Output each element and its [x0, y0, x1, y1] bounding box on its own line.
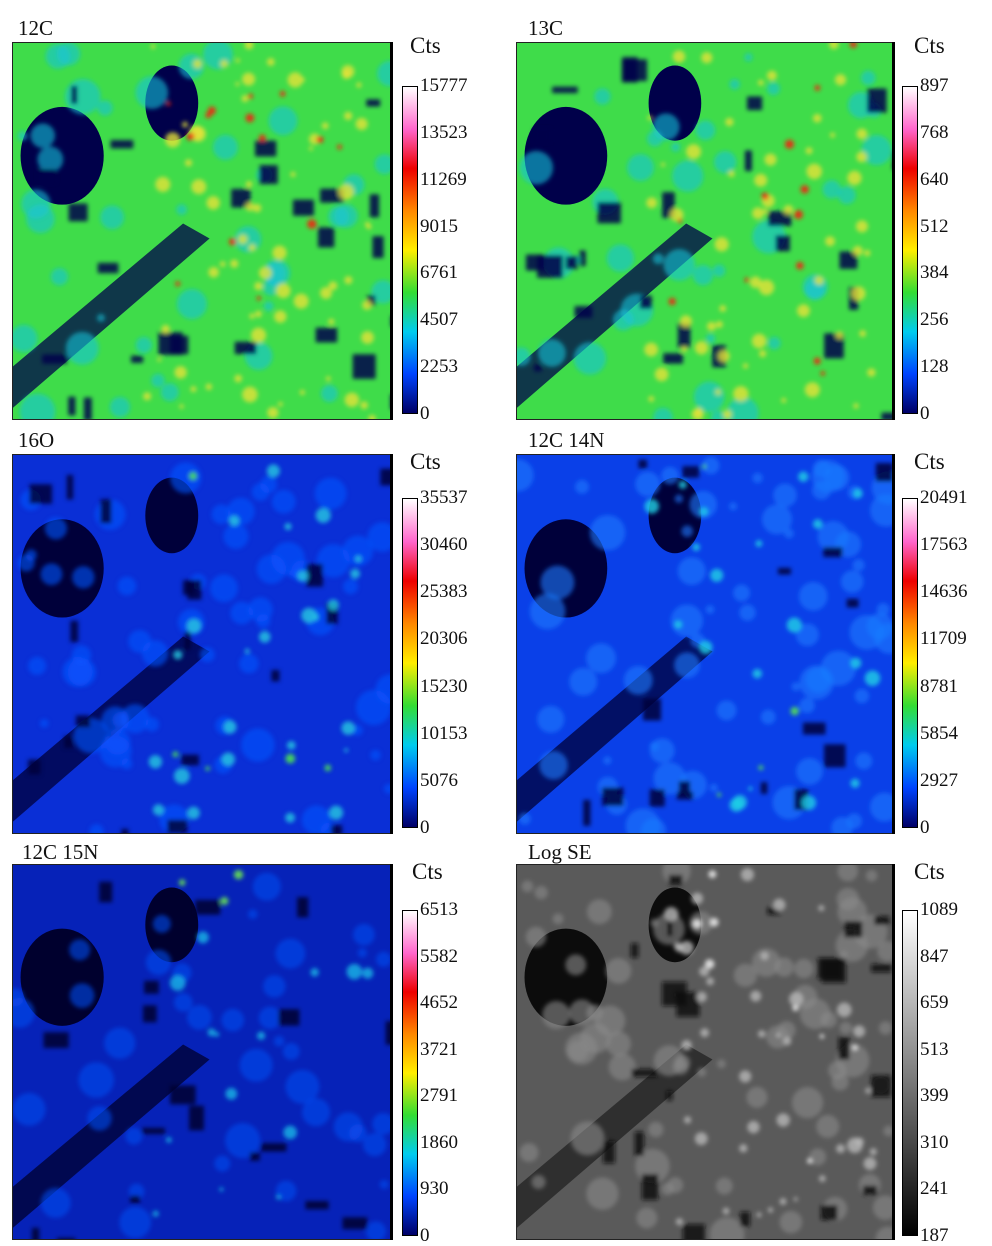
colorbar-tick-label: 768 — [920, 123, 949, 143]
colorbar-tick-label: 4507 — [420, 310, 458, 330]
colorbar-tick-label: 399 — [920, 1086, 949, 1106]
colorbar-tick-label: 5854 — [920, 724, 958, 744]
colorbar-tick-label: 13523 — [420, 123, 468, 143]
colorbar-tick-label: 513 — [920, 1040, 949, 1060]
colorbar-unit: Cts — [412, 860, 443, 884]
colorbar-tick-label: 128 — [920, 357, 949, 377]
map-svg — [13, 865, 391, 1239]
panel-title: 12C — [18, 16, 53, 40]
colorbar-tick-label: 8781 — [920, 677, 958, 697]
image-edge — [892, 454, 895, 834]
panel-title: 12C 15N — [22, 840, 98, 864]
panel-title: Log SE — [528, 840, 592, 864]
colorbar — [902, 910, 918, 1236]
panel-title: 16O — [18, 428, 54, 452]
colorbar-tick-label: 11269 — [420, 170, 467, 190]
colorbar-tick-label: 930 — [420, 1179, 449, 1199]
colorbar — [402, 498, 418, 828]
colorbar-tick-label: 3721 — [420, 1040, 458, 1060]
image-edge — [390, 864, 393, 1240]
colorbar-tick-label: 5582 — [420, 947, 458, 967]
colorbar-tick-label: 0 — [420, 818, 430, 838]
colorbar-tick-label: 6761 — [420, 263, 458, 283]
colorbar-tick-label: 20306 — [420, 629, 468, 649]
colorbar-tick-label: 30460 — [420, 535, 468, 555]
colorbar — [902, 498, 918, 828]
colorbar-tick-label: 2253 — [420, 357, 458, 377]
colorbar-tick-label: 9015 — [420, 217, 458, 237]
colorbar-unit: Cts — [914, 860, 945, 884]
colorbar-tick-label: 512 — [920, 217, 949, 237]
image-edge — [390, 454, 393, 834]
colorbar-tick-label: 6513 — [420, 900, 458, 920]
colorbar-tick-label: 15230 — [420, 677, 468, 697]
colorbar-tick-label: 897 — [920, 76, 949, 96]
map-svg — [517, 455, 893, 833]
colorbar-tick-label: 847 — [920, 947, 949, 967]
colorbar-tick-label: 2927 — [920, 771, 958, 791]
colorbar-tick-label: 4652 — [420, 993, 458, 1013]
colorbar-tick-label: 310 — [920, 1133, 949, 1153]
panel-title: 12C 14N — [528, 428, 604, 452]
colorbar — [902, 86, 918, 414]
colorbar-tick-label: 17563 — [920, 535, 968, 555]
map-svg — [517, 865, 893, 1239]
colorbar-tick-label: 640 — [920, 170, 949, 190]
colorbar-tick-label: 15777 — [420, 76, 468, 96]
ion-map-image — [516, 42, 894, 420]
colorbar-tick-label: 5076 — [420, 771, 458, 791]
colorbar-tick-label: 187 — [920, 1226, 949, 1246]
colorbar — [402, 910, 418, 1236]
ion-map-image — [12, 42, 392, 420]
colorbar-tick-label: 2791 — [420, 1086, 458, 1106]
ion-map-image — [12, 864, 392, 1240]
colorbar-unit: Cts — [914, 450, 945, 474]
map-background — [517, 43, 893, 419]
panel-16o: 16O Cts 35537 30460 25383 20306 15230 10153 50… — [0, 420, 496, 836]
colorbar-tick-label: 256 — [920, 310, 949, 330]
panel-title: 13C — [528, 16, 563, 40]
colorbar-tick-label: 20491 — [920, 488, 968, 508]
map-svg — [517, 43, 893, 419]
image-edge — [892, 42, 895, 420]
colorbar-unit: Cts — [914, 34, 945, 58]
panel-log-se: Log SE Cts 1089 847 659 513 399 310 241 187 — [500, 836, 992, 1244]
panel-12c-15n: 12C 15N Cts 6513 5582 4652 3721 2791 1860 930 0 — [0, 836, 496, 1244]
colorbar-tick-label: 1089 — [920, 900, 958, 920]
panel-12c-14n: 12C 14N Cts 20491 17563 14636 11709 8781 5854… — [500, 420, 992, 836]
colorbar-tick-label: 241 — [920, 1179, 949, 1199]
image-edge — [892, 864, 895, 1240]
map-background — [13, 455, 391, 833]
colorbar-tick-label: 1860 — [420, 1133, 458, 1153]
colorbar-unit: Cts — [410, 34, 441, 58]
map-svg — [13, 43, 391, 419]
colorbar-tick-label: 11709 — [920, 629, 967, 649]
image-edge — [390, 42, 393, 420]
colorbar-tick-label: 0 — [920, 818, 930, 838]
colorbar — [402, 86, 418, 414]
secondary-electron-image — [516, 864, 894, 1240]
colorbar-tick-label: 0 — [420, 1226, 430, 1246]
colorbar-tick-label: 14636 — [920, 582, 968, 602]
colorbar-tick-label: 10153 — [420, 724, 468, 744]
colorbar-tick-label: 659 — [920, 993, 949, 1013]
ion-map-image — [516, 454, 894, 834]
colorbar-tick-label: 384 — [920, 263, 949, 283]
map-svg — [13, 455, 391, 833]
colorbar-unit: Cts — [410, 450, 441, 474]
ion-map-image — [12, 454, 392, 834]
colorbar-tick-label: 25383 — [420, 582, 468, 602]
colorbar-tick-label: 35537 — [420, 488, 468, 508]
map-background — [13, 865, 391, 1239]
